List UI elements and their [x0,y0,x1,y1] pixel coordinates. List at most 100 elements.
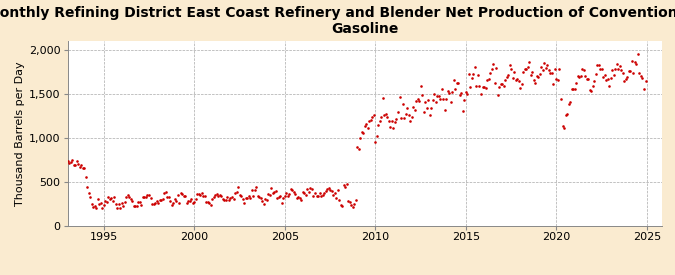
Point [574,75,585,79]
Point [182,201,192,206]
Point [369,112,379,117]
Point [370,139,381,144]
Point [106,196,117,201]
Point [322,187,333,191]
Point [441,96,452,101]
Point [124,194,135,199]
Point [317,193,328,197]
Point [554,67,565,71]
Point [355,136,366,140]
Point [460,89,471,94]
Point [142,192,153,197]
Point [216,194,227,198]
Point [256,199,267,203]
Point [267,191,278,195]
Point [587,84,598,88]
Point [198,193,209,198]
Point [290,191,301,196]
Point [399,116,410,120]
Point [207,197,218,201]
Point [524,59,535,64]
Point [178,193,189,198]
Point [439,108,450,112]
Point [446,100,456,104]
Point [377,96,388,100]
Point [400,112,411,116]
Point [233,185,244,189]
Point [509,70,520,75]
Point [432,93,443,98]
Point [209,195,219,199]
Point [547,71,558,76]
Point [387,119,398,124]
Point [596,67,607,72]
Point [453,81,464,85]
Point [338,183,349,187]
Point [393,110,404,114]
Point [346,203,356,207]
Point [192,192,202,196]
Point [448,78,459,82]
Point [426,106,437,110]
Point [162,195,173,200]
Point [410,99,421,103]
Point [279,194,290,199]
Point [146,202,157,207]
Point [566,87,577,91]
Point [272,196,283,200]
Point [527,70,538,75]
Point [100,199,111,204]
Point [313,194,323,198]
Point [598,75,609,79]
Point [543,68,554,72]
Point [248,194,259,198]
Point [431,100,441,104]
Point [138,195,148,199]
Point [134,200,145,204]
Point [176,191,186,195]
Point [438,97,449,101]
Point [397,102,408,106]
Point [569,86,580,91]
Point [409,108,420,112]
Point [376,115,387,120]
Point [344,200,355,205]
Point [477,84,488,89]
Point [585,88,595,93]
Point [245,196,256,200]
Point [563,102,574,106]
Point [503,73,514,77]
Point [358,131,369,136]
Point [242,196,252,200]
Point [271,189,281,193]
Point [412,97,423,101]
Point [286,187,296,191]
Point [371,134,382,138]
Point [570,81,581,85]
Point [433,94,444,99]
Point [215,192,225,197]
Point [126,197,136,201]
Point [154,198,165,202]
Point [293,195,304,200]
Point [163,195,174,199]
Point [502,75,512,79]
Point [189,200,200,205]
Point [373,122,384,127]
Point [624,69,634,73]
Point [618,71,628,75]
Point [536,65,547,69]
Point [115,206,126,210]
Point [572,73,583,78]
Point [622,75,632,79]
Point [94,202,105,207]
Point [292,196,302,200]
Point [259,202,269,206]
Point [610,66,621,71]
Point [265,193,275,198]
Point [388,126,399,130]
Point [112,205,123,210]
Point [316,194,327,198]
Point [619,79,630,83]
Point [67,158,78,163]
